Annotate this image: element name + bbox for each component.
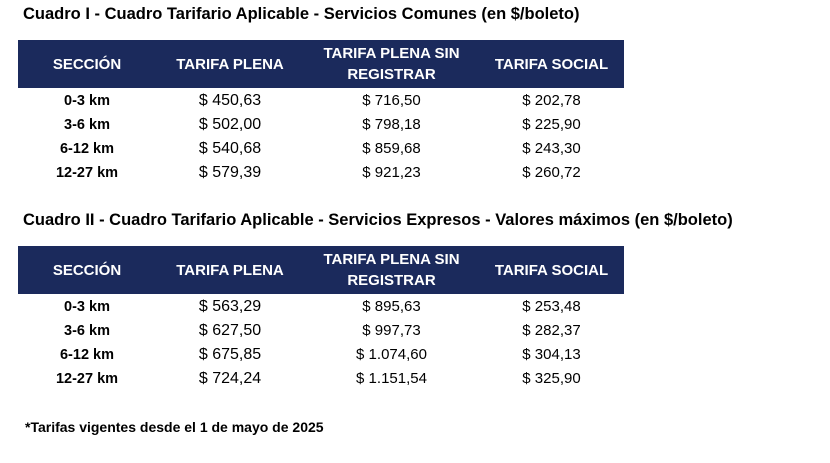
cell-tarifa-social: $ 282,37	[522, 322, 581, 339]
cell-tarifa-plena: $ 627,50	[198, 322, 262, 339]
cell-seccion: 6-12 km	[59, 141, 114, 157]
table-row: 0-3 km $ 450,63 $ 716,50 $ 202,78	[18, 89, 624, 113]
table-row: 12-27 km $ 724,24 $ 1.151,54 $ 325,90	[18, 367, 624, 391]
cell-seccion: 0-3 km	[64, 93, 110, 109]
header-tarifa-plena: TARIFA PLENA	[176, 55, 284, 73]
cell-tarifa-sin-registrar: $ 798,18	[362, 116, 421, 133]
cell-tarifa-plena: $ 540,68	[198, 140, 262, 157]
header-tarifa-plena-sin-registrar: TARIFA PLENA SIN REGISTRAR	[323, 251, 460, 289]
header-tarifa-social: TARIFA SOCIAL	[494, 55, 609, 73]
cell-tarifa-sin-registrar: $ 921,23	[362, 164, 421, 181]
cell-tarifa-sin-registrar: $ 895,63	[362, 298, 421, 315]
cell-tarifa-sin-registrar: $ 1.151,54	[356, 370, 427, 387]
table-2-title: Cuadro II - Cuadro Tarifario Aplicable -…	[23, 211, 733, 229]
table-row: 3-6 km $ 502,00 $ 798,18 $ 225,90	[18, 113, 624, 137]
header-seccion: SECCIÓN	[52, 55, 122, 73]
cell-seccion: 3-6 km	[64, 323, 110, 339]
header-seccion: SECCIÓN	[52, 261, 122, 279]
cell-seccion: 0-3 km	[64, 299, 110, 315]
cell-tarifa-sin-registrar: $ 997,73	[362, 322, 421, 339]
table-header-row: SECCIÓN TARIFA PLENA TARIFA PLENA SIN RE…	[18, 246, 624, 294]
cell-tarifa-plena: $ 579,39	[198, 164, 262, 181]
cell-tarifa-sin-registrar: $ 1.074,60	[356, 346, 427, 363]
cell-seccion: 12-27 km	[55, 371, 119, 387]
fare-table-express-services: SECCIÓN TARIFA PLENA TARIFA PLENA SIN RE…	[18, 246, 624, 391]
cell-tarifa-social: $ 304,13	[522, 346, 581, 363]
cell-tarifa-plena: $ 502,00	[198, 116, 262, 133]
table-header-row: SECCIÓN TARIFA PLENA TARIFA PLENA SIN RE…	[18, 40, 624, 88]
cell-tarifa-plena: $ 563,29	[198, 298, 262, 315]
header-tarifa-social: TARIFA SOCIAL	[494, 261, 609, 279]
cell-seccion: 3-6 km	[64, 117, 110, 133]
cell-tarifa-plena: $ 724,24	[198, 370, 262, 387]
cell-tarifa-social: $ 325,90	[522, 370, 581, 387]
header-tarifa-plena-sin-registrar: TARIFA PLENA SIN REGISTRAR	[323, 45, 460, 83]
table-row: 0-3 km $ 563,29 $ 895,63 $ 253,48	[18, 295, 624, 319]
table-row: 3-6 km $ 627,50 $ 997,73 $ 282,37	[18, 319, 624, 343]
cell-seccion: 6-12 km	[59, 347, 114, 363]
table-row: 6-12 km $ 540,68 $ 859,68 $ 243,30	[18, 137, 624, 161]
cell-tarifa-plena: $ 450,63	[198, 92, 262, 109]
cell-tarifa-plena: $ 675,85	[198, 346, 262, 363]
cell-tarifa-sin-registrar: $ 716,50	[362, 92, 421, 109]
cell-tarifa-social: $ 253,48	[522, 298, 581, 315]
fare-table-common-services: SECCIÓN TARIFA PLENA TARIFA PLENA SIN RE…	[18, 40, 624, 185]
cell-tarifa-social: $ 260,72	[522, 164, 581, 181]
cell-tarifa-social: $ 225,90	[522, 116, 581, 133]
table-body: 0-3 km $ 450,63 $ 716,50 $ 202,78 3-6 km…	[18, 88, 624, 185]
table-1-title: Cuadro I - Cuadro Tarifario Aplicable - …	[23, 5, 580, 23]
cell-tarifa-social: $ 202,78	[522, 92, 581, 109]
table-body: 0-3 km $ 563,29 $ 895,63 $ 253,48 3-6 km…	[18, 294, 624, 391]
footnote: *Tarifas vigentes desde el 1 de mayo de …	[25, 419, 324, 435]
header-tarifa-plena: TARIFA PLENA	[176, 261, 284, 279]
cell-tarifa-sin-registrar: $ 859,68	[362, 140, 421, 157]
cell-seccion: 12-27 km	[55, 165, 119, 181]
table-row: 6-12 km $ 675,85 $ 1.074,60 $ 304,13	[18, 343, 624, 367]
cell-tarifa-social: $ 243,30	[522, 140, 581, 157]
table-row: 12-27 km $ 579,39 $ 921,23 $ 260,72	[18, 161, 624, 185]
